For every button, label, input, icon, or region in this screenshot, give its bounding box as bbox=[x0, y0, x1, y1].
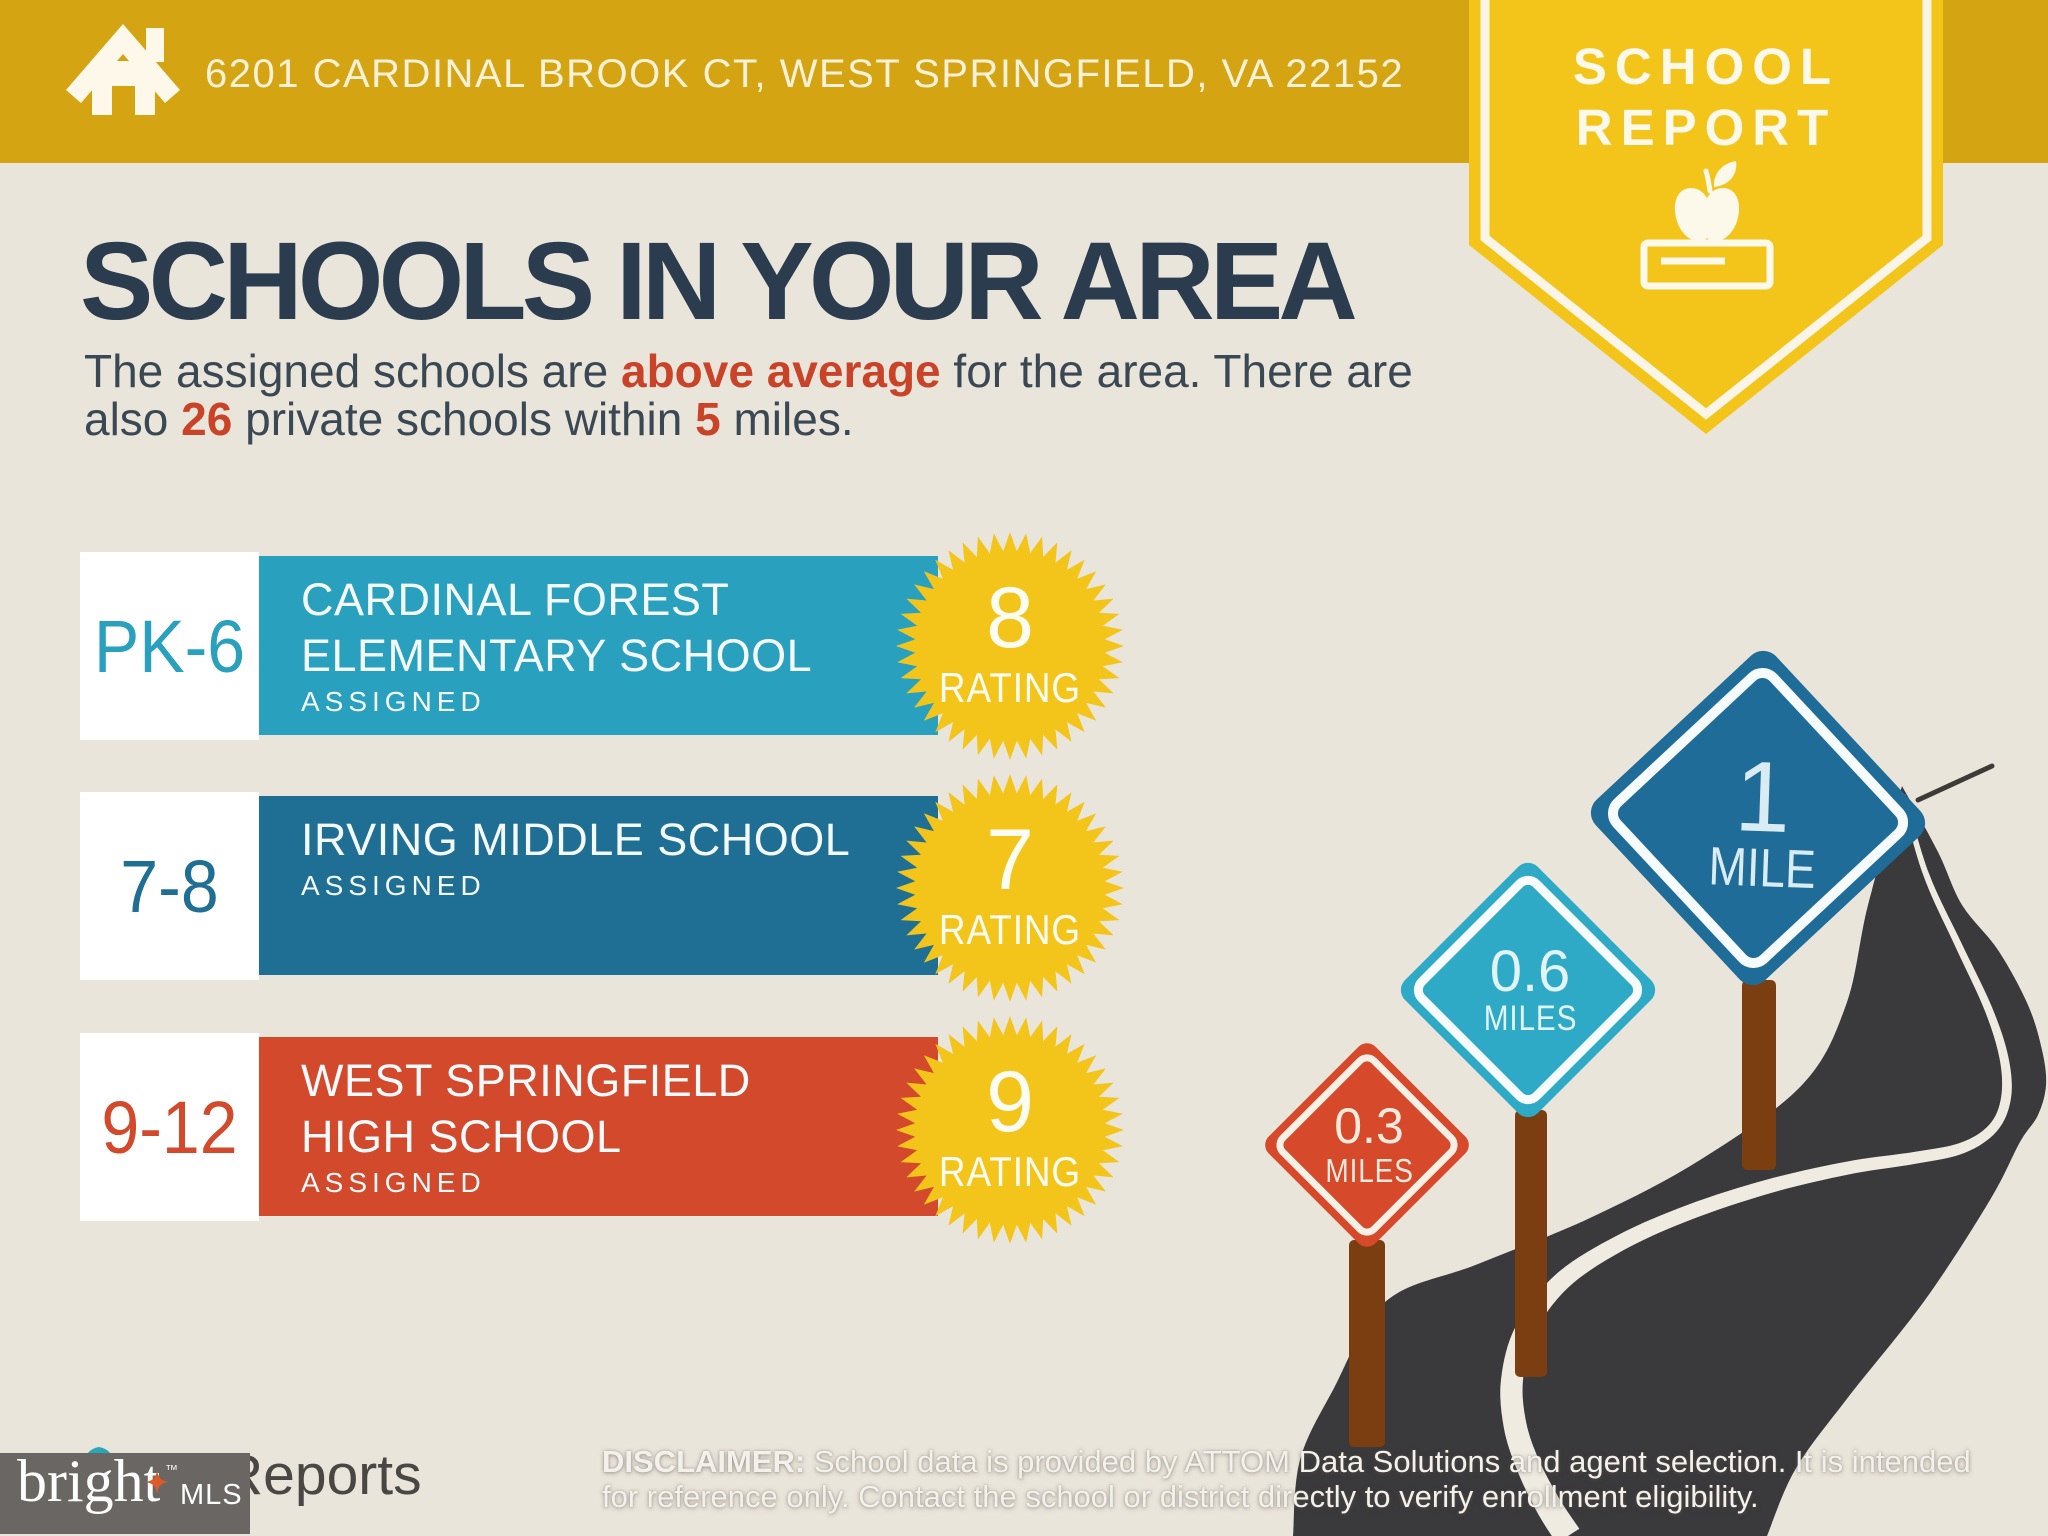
svg-text:MILE: MILE bbox=[1708, 836, 1817, 900]
svg-text:RATING: RATING bbox=[939, 665, 1081, 712]
svg-text:0.6: 0.6 bbox=[1490, 939, 1571, 1004]
svg-text:RATING: RATING bbox=[939, 1149, 1081, 1196]
svg-text:1: 1 bbox=[1733, 740, 1792, 854]
svg-text:7: 7 bbox=[986, 812, 1034, 908]
svg-text:8: 8 bbox=[986, 570, 1034, 666]
svg-text:9: 9 bbox=[986, 1054, 1034, 1150]
svg-text:0.3: 0.3 bbox=[1334, 1098, 1404, 1154]
svg-text:MILES: MILES bbox=[1325, 1153, 1413, 1190]
svg-text:RATING: RATING bbox=[939, 907, 1081, 954]
svg-text:MILES: MILES bbox=[1484, 999, 1577, 1038]
